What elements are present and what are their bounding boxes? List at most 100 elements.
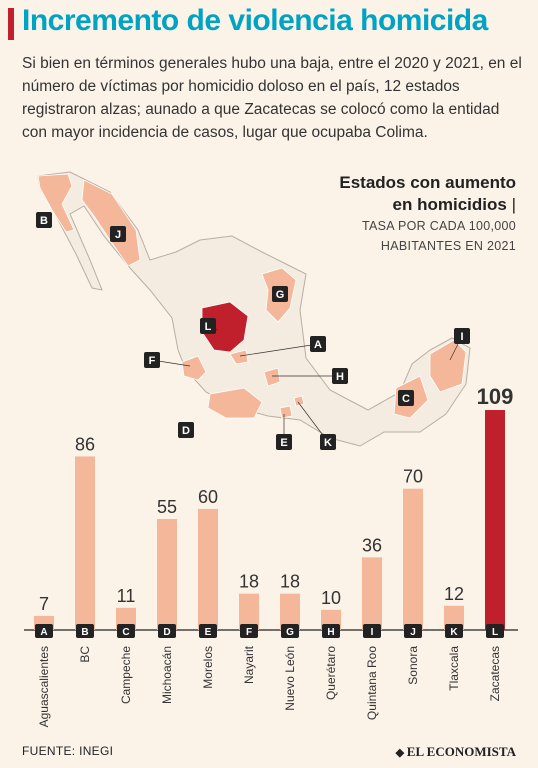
- map-tag-box-k: [320, 434, 336, 450]
- category-label-l: Zacatecas: [488, 646, 502, 701]
- map-state-h: [263, 367, 281, 387]
- map-country-outline: [37, 171, 471, 447]
- map-tag-box-j: [110, 226, 126, 242]
- code-label-k: K: [450, 627, 458, 638]
- code-label-e: E: [205, 627, 212, 638]
- bar-quintana-roo: [362, 557, 382, 630]
- subtitle-line-2: en homicidios: [392, 195, 507, 214]
- category-label-g: Nuevo León: [283, 646, 297, 711]
- data-label-l: 109: [477, 384, 514, 409]
- subtitle-separator: |: [511, 195, 516, 214]
- map-tag-f: F: [149, 355, 156, 367]
- map-state-j: [81, 179, 141, 267]
- map-state-e: [279, 405, 293, 419]
- map-tag-i: I: [460, 331, 463, 343]
- code-box-h: [322, 624, 340, 638]
- bar-nayarit: [239, 593, 259, 630]
- mexico-map: A B C D E F G H I J K L: [36, 171, 471, 450]
- map-state-a: [229, 349, 249, 365]
- code-label-h: H: [327, 627, 334, 638]
- bar-nuevo-león: [280, 593, 300, 630]
- bar-michoacán: [157, 519, 177, 630]
- map-tag-box-f: [144, 352, 160, 368]
- category-label-j: Sonora: [406, 646, 420, 685]
- data-label-i: 36: [362, 535, 382, 555]
- code-box-a: [35, 624, 53, 638]
- code-box-j: [404, 624, 422, 638]
- brand-mark-icon: ◆: [395, 747, 407, 759]
- map-tag-d: D: [182, 425, 190, 437]
- code-label-g: G: [286, 627, 294, 638]
- category-label-h: Querétaro: [324, 646, 338, 700]
- subtitle-unit-2: HABITANTES EN 2021: [380, 239, 516, 253]
- map-tag-k: K: [324, 437, 332, 449]
- subtitle-line-1: Estados con aumento: [339, 173, 516, 192]
- bar-sonora: [403, 488, 423, 630]
- code-box-f: [240, 624, 258, 638]
- chart-subtitle: Estados con aumento en homicidios | TASA…: [339, 172, 516, 256]
- code-label-a: A: [40, 627, 47, 638]
- code-box-d: [158, 624, 176, 638]
- map-tag-box-e: [276, 434, 292, 450]
- page-title: Incremento de violencia homicida: [22, 4, 488, 37]
- category-label-f: Nayarit: [242, 645, 256, 684]
- data-label-c: 11: [117, 586, 136, 606]
- data-label-h: 10: [321, 588, 341, 608]
- bar-bc: [75, 456, 95, 630]
- map-tag-box-b: [36, 212, 52, 228]
- map-tag-box-c: [398, 390, 414, 406]
- category-label-e: Morelos: [201, 646, 215, 689]
- category-label-d: Michoacán: [160, 646, 174, 704]
- code-label-c: C: [122, 627, 129, 638]
- category-label-i: Quintana Roo: [365, 646, 379, 720]
- code-box-g: [281, 624, 299, 638]
- code-box-l: [486, 624, 504, 638]
- map-leader-a: [239, 343, 319, 357]
- map-tag-box-d: [178, 422, 194, 438]
- bar-morelos: [198, 508, 218, 630]
- source-note: FUENTE: INEGI: [22, 744, 114, 758]
- code-label-b: B: [81, 627, 88, 638]
- code-box-i: [363, 624, 381, 638]
- map-tag-l: L: [205, 321, 212, 333]
- subtitle-line-2-wrap: en homicidios |: [339, 194, 516, 216]
- bar-tlaxcala: [444, 605, 464, 630]
- map-tag-e: E: [280, 437, 287, 449]
- data-label-d: 55: [157, 497, 177, 517]
- map-state-b: [37, 173, 75, 233]
- data-label-g: 18: [280, 572, 300, 592]
- subtitle-unit-1: TASA POR CADA 100,000: [361, 219, 516, 233]
- code-label-j: J: [410, 627, 416, 638]
- map-state-l: [201, 301, 249, 353]
- brand-logo: ◆ EL ECONOMISTA: [396, 744, 516, 760]
- map-tag-h: H: [336, 371, 344, 383]
- brand-name: EL ECONOMISTA: [406, 744, 516, 759]
- code-label-i: I: [371, 627, 374, 638]
- category-label-b: BC: [78, 646, 92, 663]
- map-state-f: [181, 355, 207, 381]
- map-tag-j: J: [115, 229, 121, 241]
- map-tag-box-l: [200, 318, 216, 334]
- bar-zacatecas: [485, 410, 505, 630]
- code-label-d: D: [163, 627, 170, 638]
- bar-chart: 7 A Aguascalientes 86 B BC 11 C Campeche 55 D Micho…: [24, 384, 518, 727]
- title-accent-bar: [8, 8, 14, 40]
- category-label-a: Aguascalientes: [37, 646, 51, 727]
- data-label-f: 18: [239, 572, 259, 592]
- code-box-c: [117, 624, 135, 638]
- map-tag-box-g: [272, 286, 288, 302]
- map-state-d: [207, 387, 263, 419]
- data-label-e: 60: [198, 487, 218, 507]
- category-label-c: Campeche: [119, 646, 133, 704]
- code-box-e: [199, 624, 217, 638]
- data-label-a: 7: [39, 594, 49, 614]
- category-label-k: Tlaxcala: [447, 646, 461, 691]
- map-tag-box-a: [310, 336, 326, 352]
- code-box-k: [445, 624, 463, 638]
- map-tag-c: C: [402, 393, 410, 405]
- data-label-j: 70: [403, 467, 423, 487]
- data-label-k: 12: [444, 584, 464, 604]
- code-box-b: [76, 624, 94, 638]
- map-state-k: [293, 395, 305, 407]
- code-label-l: L: [492, 627, 498, 638]
